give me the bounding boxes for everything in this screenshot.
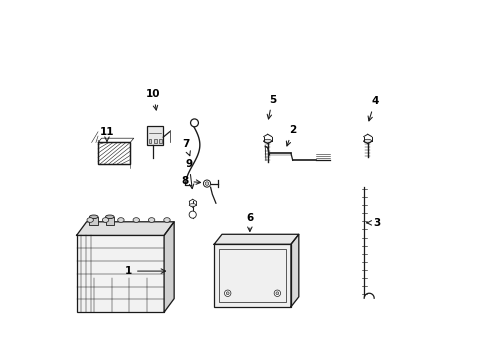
Bar [159,139,162,143]
Text: 3: 3 [366,218,380,228]
Text: 6: 6 [246,212,253,231]
Ellipse shape [87,218,93,222]
Bar [77,235,164,312]
Bar [148,139,151,143]
Ellipse shape [89,215,98,219]
Circle shape [190,119,198,127]
Ellipse shape [105,215,114,219]
Polygon shape [77,222,174,235]
Ellipse shape [102,218,108,222]
Ellipse shape [263,139,271,143]
Text: 10: 10 [146,89,161,110]
Ellipse shape [118,218,124,222]
Ellipse shape [148,218,155,222]
Circle shape [274,290,280,296]
Bar [214,244,290,307]
Circle shape [205,182,208,185]
Ellipse shape [133,218,139,222]
Text: 8: 8 [181,176,200,186]
Ellipse shape [163,218,170,222]
Text: 5: 5 [266,95,275,119]
Text: 9: 9 [185,159,193,189]
Bar [153,139,156,143]
Bar [147,126,163,145]
Polygon shape [290,234,298,307]
Polygon shape [164,222,174,312]
Bar [105,217,114,225]
Bar [98,143,130,164]
Circle shape [275,292,278,295]
Polygon shape [214,234,298,244]
Circle shape [203,180,210,187]
Text: 1: 1 [124,266,165,276]
Ellipse shape [189,203,196,206]
Bar [89,217,98,225]
Circle shape [226,292,229,295]
Text: 4: 4 [367,96,378,121]
Bar [98,143,130,164]
Ellipse shape [363,139,371,143]
Bar [218,249,285,302]
Circle shape [189,211,196,218]
Circle shape [224,290,230,296]
Text: 2: 2 [286,125,296,146]
Text: 7: 7 [182,139,190,156]
Text: 11: 11 [100,127,114,142]
